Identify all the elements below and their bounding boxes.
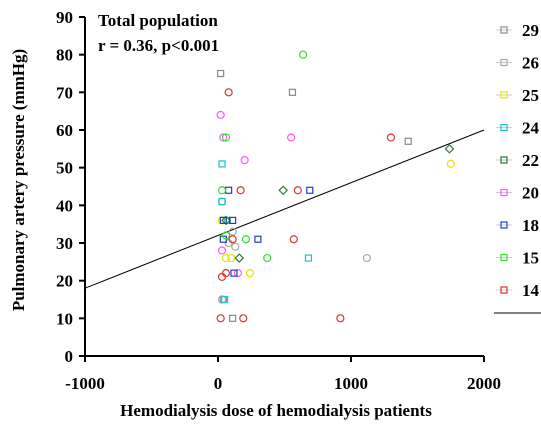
- legend-marker-20: [500, 188, 508, 197]
- data-point-18: [230, 269, 238, 277]
- data-point-15: [221, 231, 231, 240]
- data-point-14: [228, 235, 237, 244]
- data-point-25: [221, 253, 231, 263]
- data-point-20: [240, 156, 249, 165]
- data-point-14: [289, 235, 298, 244]
- legend-marker-25: [500, 91, 508, 99]
- legend-marker-15: [500, 253, 508, 262]
- legend-label-18: 18: [522, 216, 539, 235]
- regression-line: [84, 129, 485, 289]
- legend-marker-29: [500, 26, 508, 34]
- annotation-correlation: r = 0.36, p<0.001: [98, 36, 219, 55]
- legend-marker-14: [500, 286, 508, 294]
- legend-label-26: 26: [522, 54, 539, 73]
- x-tick-label: 0: [214, 374, 223, 393]
- data-point-14: [216, 314, 225, 323]
- x-tick-label: 1000: [334, 374, 368, 393]
- data-point-18: [219, 216, 227, 224]
- data-point-15: [217, 186, 227, 195]
- legend-label-22: 22: [522, 151, 539, 170]
- y-tick-label: 10: [56, 309, 73, 328]
- data-point-18: [254, 235, 262, 243]
- annotation-population: Total population: [98, 11, 218, 30]
- data-point-20: [219, 133, 228, 142]
- x-axis-ticks: -1000 0 1000 2000: [65, 356, 501, 393]
- y-tick-label: 80: [56, 46, 73, 65]
- x-axis-title: Hemodialysis dose of hemodialysis patien…: [120, 401, 432, 420]
- y-axis-ticks: 0 10 20 30 40 50 60 70 80 90: [56, 8, 85, 366]
- data-point-20: [216, 110, 225, 120]
- data-point-20: [233, 269, 243, 278]
- data-point-18: [225, 186, 233, 194]
- data-point-14: [224, 88, 233, 97]
- data-point-14: [236, 186, 245, 195]
- legend-label-24: 24: [522, 119, 540, 138]
- data-point-20: [287, 133, 296, 142]
- data-point-14: [336, 314, 345, 323]
- legend-label-14: 14: [522, 281, 540, 300]
- legend-label-29: 29: [522, 21, 539, 40]
- data-point-18: [306, 186, 314, 194]
- data-point-24: [221, 295, 229, 304]
- data-point-29: [288, 88, 297, 96]
- legend-label-15: 15: [522, 249, 539, 268]
- data-point-29: [404, 137, 412, 145]
- y-tick-label: 0: [65, 347, 74, 366]
- y-tick-label: 40: [56, 196, 73, 215]
- data-point-15: [263, 253, 272, 263]
- data-point-14: [221, 269, 231, 278]
- data-point-26: [362, 253, 372, 263]
- data-point-22: [221, 215, 231, 226]
- x-tick-label: 2000: [467, 374, 501, 393]
- legend-marker-22: [500, 156, 508, 164]
- data-point-29: [217, 69, 225, 78]
- y-tick-label: 60: [56, 121, 73, 140]
- legend-marker-26: [500, 58, 508, 67]
- data-point-26: [231, 242, 240, 251]
- data-point-18: [229, 216, 237, 224]
- legend-label-25: 25: [522, 86, 539, 105]
- data-point-22: [278, 185, 289, 196]
- data-point-14: [386, 133, 395, 142]
- data-point-15: [221, 133, 231, 142]
- y-tick-label: 50: [56, 159, 73, 178]
- legend-marker-18: [500, 221, 508, 229]
- y-tick-label: 20: [56, 272, 73, 291]
- data-point-25: [227, 253, 236, 263]
- data-point-14: [293, 186, 302, 195]
- data-point-22: [234, 253, 245, 263]
- x-tick-label: -1000: [65, 374, 105, 393]
- data-point-29: [229, 314, 237, 322]
- data-point-15: [299, 50, 308, 59]
- data-point-22: [444, 143, 455, 154]
- y-tick-label: 90: [56, 8, 73, 27]
- data-point-24: [218, 197, 226, 206]
- data-point-20: [217, 246, 227, 255]
- plot-area: [84, 17, 484, 357]
- data-points: [216, 50, 455, 323]
- data-point-25: [245, 269, 255, 278]
- data-point-24: [304, 254, 313, 262]
- data-point-24: [218, 160, 226, 168]
- data-point-14: [239, 314, 248, 323]
- y-tick-label: 30: [56, 234, 73, 253]
- legend: 29 26 25 24 22 20 18 15 14: [494, 21, 541, 314]
- legend-label-20: 20: [522, 184, 539, 203]
- data-point-25: [446, 159, 455, 168]
- y-axis-title: Pulmonary artery pressure (mmHg): [9, 49, 28, 311]
- data-point-15: [241, 235, 251, 244]
- legend-marker-24: [500, 123, 508, 132]
- y-tick-label: 70: [56, 83, 73, 102]
